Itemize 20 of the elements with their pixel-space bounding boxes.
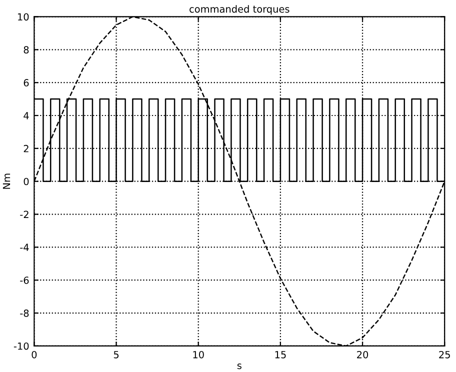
- y-tick-label: -8: [20, 310, 29, 317]
- y-tick-label: 2: [24, 144, 28, 152]
- x-tick-label: 5: [114, 351, 119, 358]
- x-tick-label: 15: [275, 351, 286, 358]
- y-tick-label: 4: [24, 112, 29, 120]
- x-tick-label: 20: [357, 350, 368, 358]
- x-tick-label: 0: [32, 350, 37, 358]
- x-axis-title: s: [237, 364, 242, 370]
- x-tick-label: 10: [193, 350, 204, 358]
- y-tick-label: -6: [20, 276, 29, 284]
- y-tick-label: 10: [18, 13, 29, 21]
- y-tick-label: -10: [14, 342, 29, 350]
- chart-title: commanded torques: [190, 5, 290, 15]
- y-tick-label: 8: [24, 46, 29, 54]
- y-tick-label: 6: [24, 79, 29, 86]
- y-tick-label: -4: [20, 244, 29, 251]
- y-axis-title: Nm: [2, 174, 10, 189]
- y-tick-label: -2: [20, 210, 28, 218]
- x-tick-label: 25: [439, 350, 450, 358]
- y-tick-label: 0: [24, 178, 29, 186]
